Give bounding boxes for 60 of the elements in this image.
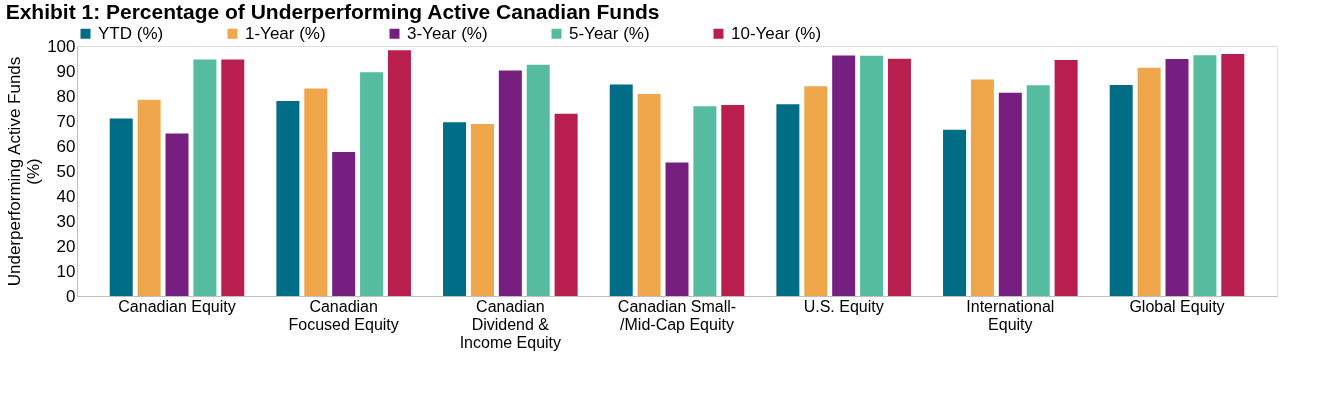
bar <box>832 55 856 296</box>
chart-title: Exhibit 1: Percentage of Underperforming Active Canadian Funds <box>5 0 660 23</box>
bar <box>360 72 384 296</box>
bar <box>721 105 745 296</box>
bar <box>1137 67 1161 296</box>
x-tick-label: Canadian Equity <box>118 297 236 315</box>
bar <box>637 94 661 296</box>
y-tick-label: 60 <box>56 136 76 156</box>
bar <box>304 88 328 296</box>
bar <box>276 101 300 296</box>
bar <box>1054 60 1078 296</box>
bar <box>1026 85 1050 296</box>
bar <box>498 70 522 296</box>
bar <box>970 79 994 296</box>
bar <box>137 99 161 296</box>
x-tick-label: Canadian Dividend & Income Equity <box>459 297 562 351</box>
bar <box>998 92 1022 296</box>
y-tick-label: 20 <box>56 236 76 256</box>
bar <box>554 113 578 296</box>
bar <box>526 64 550 296</box>
y-tick-label: 70 <box>56 111 76 131</box>
bar <box>1165 59 1189 296</box>
bar <box>860 55 884 296</box>
y-axis-title: Underperforming Active Funds (%) <box>5 56 44 287</box>
bar <box>1221 54 1245 296</box>
x-tick-label: Global Equity <box>1129 297 1225 315</box>
y-tick-label: 80 <box>56 86 76 106</box>
bar <box>109 118 133 296</box>
bar <box>776 104 800 296</box>
x-tick-label: Canadian Small- /Mid-Cap Equity <box>617 297 737 333</box>
legend-label: YTD (%) <box>98 23 164 43</box>
bar <box>1193 55 1217 296</box>
y-tick-label: 30 <box>56 211 76 231</box>
legend-label: 5-Year (%) <box>569 23 650 43</box>
y-tick-label: 40 <box>56 186 76 206</box>
x-tick-label: International Equity <box>966 297 1055 333</box>
bar <box>804 86 828 296</box>
bar <box>470 124 494 296</box>
bar <box>665 162 689 296</box>
bar <box>221 59 245 296</box>
bar <box>943 129 967 296</box>
y-tick-label: 100 <box>47 36 76 56</box>
bar <box>443 122 467 296</box>
x-tick-label: U.S. Equity <box>803 297 884 315</box>
bar <box>387 50 411 296</box>
y-tick-label: 90 <box>56 61 76 81</box>
bar <box>193 59 217 296</box>
x-tick-label: Canadian Focused Equity <box>288 297 399 333</box>
y-tick-label: 50 <box>56 161 76 181</box>
bar <box>1109 85 1133 296</box>
bar <box>165 133 189 296</box>
y-tick-label: 10 <box>56 261 76 281</box>
legend-label: 3-Year (%) <box>407 23 488 43</box>
legend-label: 10-Year (%) <box>731 23 822 43</box>
bar <box>693 106 717 296</box>
y-tick-label: 0 <box>66 286 76 306</box>
bar <box>332 152 356 296</box>
legend-label: 1-Year (%) <box>245 23 326 43</box>
bar <box>609 84 633 296</box>
bar <box>887 58 911 296</box>
